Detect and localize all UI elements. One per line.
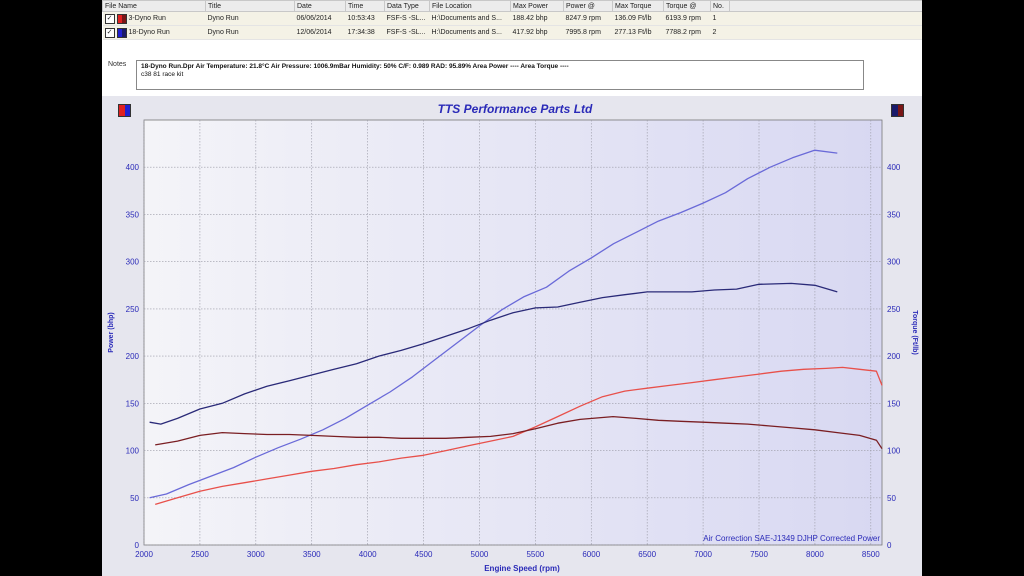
- table-header-row: File Name Title Date Time Data Type File…: [102, 0, 922, 12]
- type-cell: FSF-S -SL...: [384, 11, 430, 26]
- col-date[interactable]: Date: [294, 0, 346, 12]
- type-cell: FSF-S -SL...: [384, 25, 430, 40]
- time-cell: 10:53:43: [345, 11, 385, 26]
- torque-at-cell: 6193.9 rpm: [663, 11, 711, 26]
- col-power-at[interactable]: Power @: [563, 0, 613, 12]
- col-max-torque[interactable]: Max Torque: [612, 0, 664, 12]
- x-tick-label: 6500: [638, 550, 656, 559]
- y-tick-label-left: 350: [126, 210, 140, 219]
- max-torque-cell: 277.13 Ft/lb: [612, 25, 664, 40]
- notes-label: Notes: [108, 61, 127, 68]
- x-tick-label: 3000: [247, 550, 265, 559]
- y-tick-label-left: 0: [135, 541, 140, 550]
- x-tick-label: 8000: [806, 550, 824, 559]
- series-run1-power-line: [155, 366, 883, 506]
- correction-annotation: Air Correction SAE-J1349 DJHP Corrected …: [703, 534, 880, 543]
- power-at-cell: 8247.9 rpm: [563, 11, 613, 26]
- filler-cell: [729, 25, 922, 40]
- x-tick-label: 4500: [415, 550, 433, 559]
- filler-cell: [729, 11, 922, 26]
- y-tick-label-left: 150: [126, 399, 140, 408]
- x-tick-label: 6000: [582, 550, 600, 559]
- notes-line1: 18-Dyno Run.Dpr Air Temperature: 21.8°C …: [141, 63, 569, 70]
- y-tick-label-left: 400: [126, 163, 140, 172]
- color-swatch-icon[interactable]: [116, 27, 127, 38]
- no-cell: 2: [710, 25, 730, 40]
- col-filler: [729, 0, 922, 12]
- torque-at-cell: 7788.2 rpm: [663, 25, 711, 40]
- x-tick-label: 2500: [191, 550, 209, 559]
- y-tick-label-right: 300: [887, 258, 901, 267]
- checkbox-checked-icon[interactable]: ✓: [104, 27, 115, 38]
- col-torque-at[interactable]: Torque @: [663, 0, 711, 12]
- run-table: File Name Title Date Time Data Type File…: [102, 0, 922, 40]
- x-tick-label: 7000: [694, 550, 712, 559]
- x-tick-label: 3500: [303, 550, 321, 559]
- col-no[interactable]: No.: [710, 0, 730, 12]
- title-cell: Dyno Run: [205, 25, 295, 40]
- y-tick-label-left: 50: [130, 494, 139, 503]
- series-run2-torque-line: [149, 282, 838, 425]
- location-cell: H:\Documents and S...: [429, 25, 511, 40]
- y-tick-label-right: 50: [887, 494, 896, 503]
- date-cell: 06/06/2014: [294, 11, 346, 26]
- series-run2-power-line: [149, 149, 838, 499]
- y-axis-label-right: Torque (Ft/lb): [911, 310, 918, 355]
- notes-area: Notes 18-Dyno Run.Dpr Air Temperature: 2…: [102, 58, 922, 98]
- power-legend-icon[interactable]: [118, 104, 131, 117]
- torque-legend-icon[interactable]: [891, 104, 904, 117]
- notes-line2: c38 81 race kit: [141, 71, 184, 78]
- table-row[interactable]: ✓ 18-Dyno Run Dyno Run 12/06/2014 17:34:…: [102, 25, 922, 40]
- table-row[interactable]: ✓ 3-Dyno Run Dyno Run 06/06/2014 10:53:4…: [102, 11, 922, 26]
- y-tick-label-right: 100: [887, 447, 901, 456]
- power-at-cell: 7995.8 rpm: [563, 25, 613, 40]
- date-cell: 12/06/2014: [294, 25, 346, 40]
- dyno-app-window: File Name Title Date Time Data Type File…: [102, 0, 922, 576]
- y-tick-label-left: 300: [126, 258, 140, 267]
- y-axis-label-left: Power (bhp): [108, 312, 115, 352]
- title-cell: Dyno Run: [205, 11, 295, 26]
- y-tick-label-right: 200: [887, 352, 901, 361]
- file-cell: ✓ 18-Dyno Run: [102, 25, 206, 40]
- x-tick-label: 7500: [750, 550, 768, 559]
- chart-title: TTS Performance Parts Ltd: [438, 102, 593, 116]
- col-file-location[interactable]: File Location: [429, 0, 511, 12]
- file-name: 18-Dyno Run: [128, 29, 170, 36]
- x-tick-label: 8500: [862, 550, 880, 559]
- y-tick-label-right: 0: [887, 541, 892, 550]
- file-cell: ✓ 3-Dyno Run: [102, 11, 206, 26]
- max-power-cell: 188.42 bhp: [510, 11, 564, 26]
- location-cell: H:\Documents and S...: [429, 11, 511, 26]
- y-tick-label-right: 400: [887, 163, 901, 172]
- x-tick-label: 5000: [471, 550, 489, 559]
- col-time[interactable]: Time: [345, 0, 385, 12]
- col-max-power[interactable]: Max Power: [510, 0, 564, 12]
- max-power-cell: 417.92 bhp: [510, 25, 564, 40]
- time-cell: 17:34:38: [345, 25, 385, 40]
- col-file-name[interactable]: File Name: [102, 0, 206, 12]
- x-axis-label: Engine Speed (rpm): [484, 564, 560, 573]
- checkbox-checked-icon[interactable]: ✓: [104, 13, 115, 24]
- y-tick-label-right: 350: [887, 210, 901, 219]
- x-tick-label: 5500: [526, 550, 544, 559]
- color-swatch-icon[interactable]: [116, 13, 127, 24]
- dyno-chart: 2000 2500 3000 3500 4000 4500 5000 5500 6000 6500…: [108, 102, 918, 573]
- max-torque-cell: 136.09 Ft/lb: [612, 11, 664, 26]
- x-tick-label: 2000: [135, 550, 153, 559]
- x-tick-label: 4000: [359, 550, 377, 559]
- series-run1-torque-line: [155, 415, 883, 450]
- y-tick-label-left: 100: [126, 447, 140, 456]
- no-cell: 1: [710, 11, 730, 26]
- chart-panel: 2000 2500 3000 3500 4000 4500 5000 5500 6000 6500…: [102, 96, 922, 576]
- col-data-type[interactable]: Data Type: [384, 0, 430, 12]
- y-tick-label-right: 250: [887, 305, 901, 314]
- file-name: 3-Dyno Run: [128, 15, 166, 22]
- col-title[interactable]: Title: [205, 0, 295, 12]
- y-tick-label-left: 250: [126, 305, 140, 314]
- y-tick-label-right: 150: [887, 399, 901, 408]
- notes-box[interactable]: 18-Dyno Run.Dpr Air Temperature: 21.8°C …: [136, 60, 864, 90]
- y-tick-label-left: 200: [126, 352, 140, 361]
